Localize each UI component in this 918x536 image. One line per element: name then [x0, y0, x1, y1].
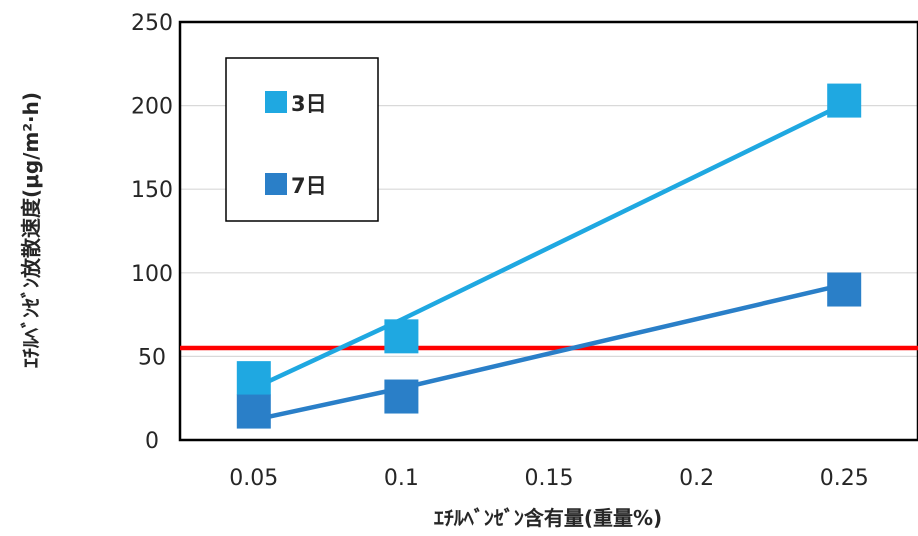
y-tick-label: 150 [131, 178, 173, 203]
x-tick-label: 0.25 [820, 466, 869, 491]
y-axis-ticks: 0 50 100 150 200 250 [131, 11, 173, 454]
series-2-marker-1 [236, 394, 271, 429]
legend-swatch-series-1 [265, 91, 287, 113]
y-tick-label: 0 [145, 429, 159, 454]
x-axis-ticks: 0.05 0.1 0.15 0.2 0.25 [229, 466, 868, 491]
legend: 3日 7日 [225, 57, 379, 222]
series-line-2 [253, 282, 845, 423]
legend-label-series-2: 7日 [291, 174, 327, 198]
series-1-marker-1 [236, 361, 271, 396]
x-tick-label: 0.15 [525, 466, 574, 491]
series-group [236, 83, 862, 429]
legend-swatch-series-2 [265, 173, 287, 195]
legend-label-series-1: 3日 [291, 92, 327, 116]
series-1-marker-2 [384, 319, 419, 354]
x-tick-label: 0.1 [384, 466, 419, 491]
series-2-marker-2 [384, 379, 419, 414]
series-2-marker-3 [827, 272, 862, 307]
x-tick-label: 0.05 [229, 466, 278, 491]
legend-box [225, 57, 379, 222]
y-axis-title: ｴﾁﾙﾍﾞﾝｾﾞﾝ放散速度(μg/m²·h) [19, 92, 43, 368]
plot-area-frame [178, 20, 918, 442]
series-1-marker-3 [827, 83, 862, 118]
x-tick-label: 0.2 [679, 466, 714, 491]
y-tick-label: 100 [131, 262, 173, 287]
x-axis-title: ｴﾁﾙﾍﾞﾝｾﾞﾝ含有量(重量%) [434, 506, 662, 530]
y-tick-label: 250 [131, 11, 173, 36]
y-tick-label: 50 [138, 345, 166, 370]
y-tick-label: 200 [131, 95, 173, 120]
